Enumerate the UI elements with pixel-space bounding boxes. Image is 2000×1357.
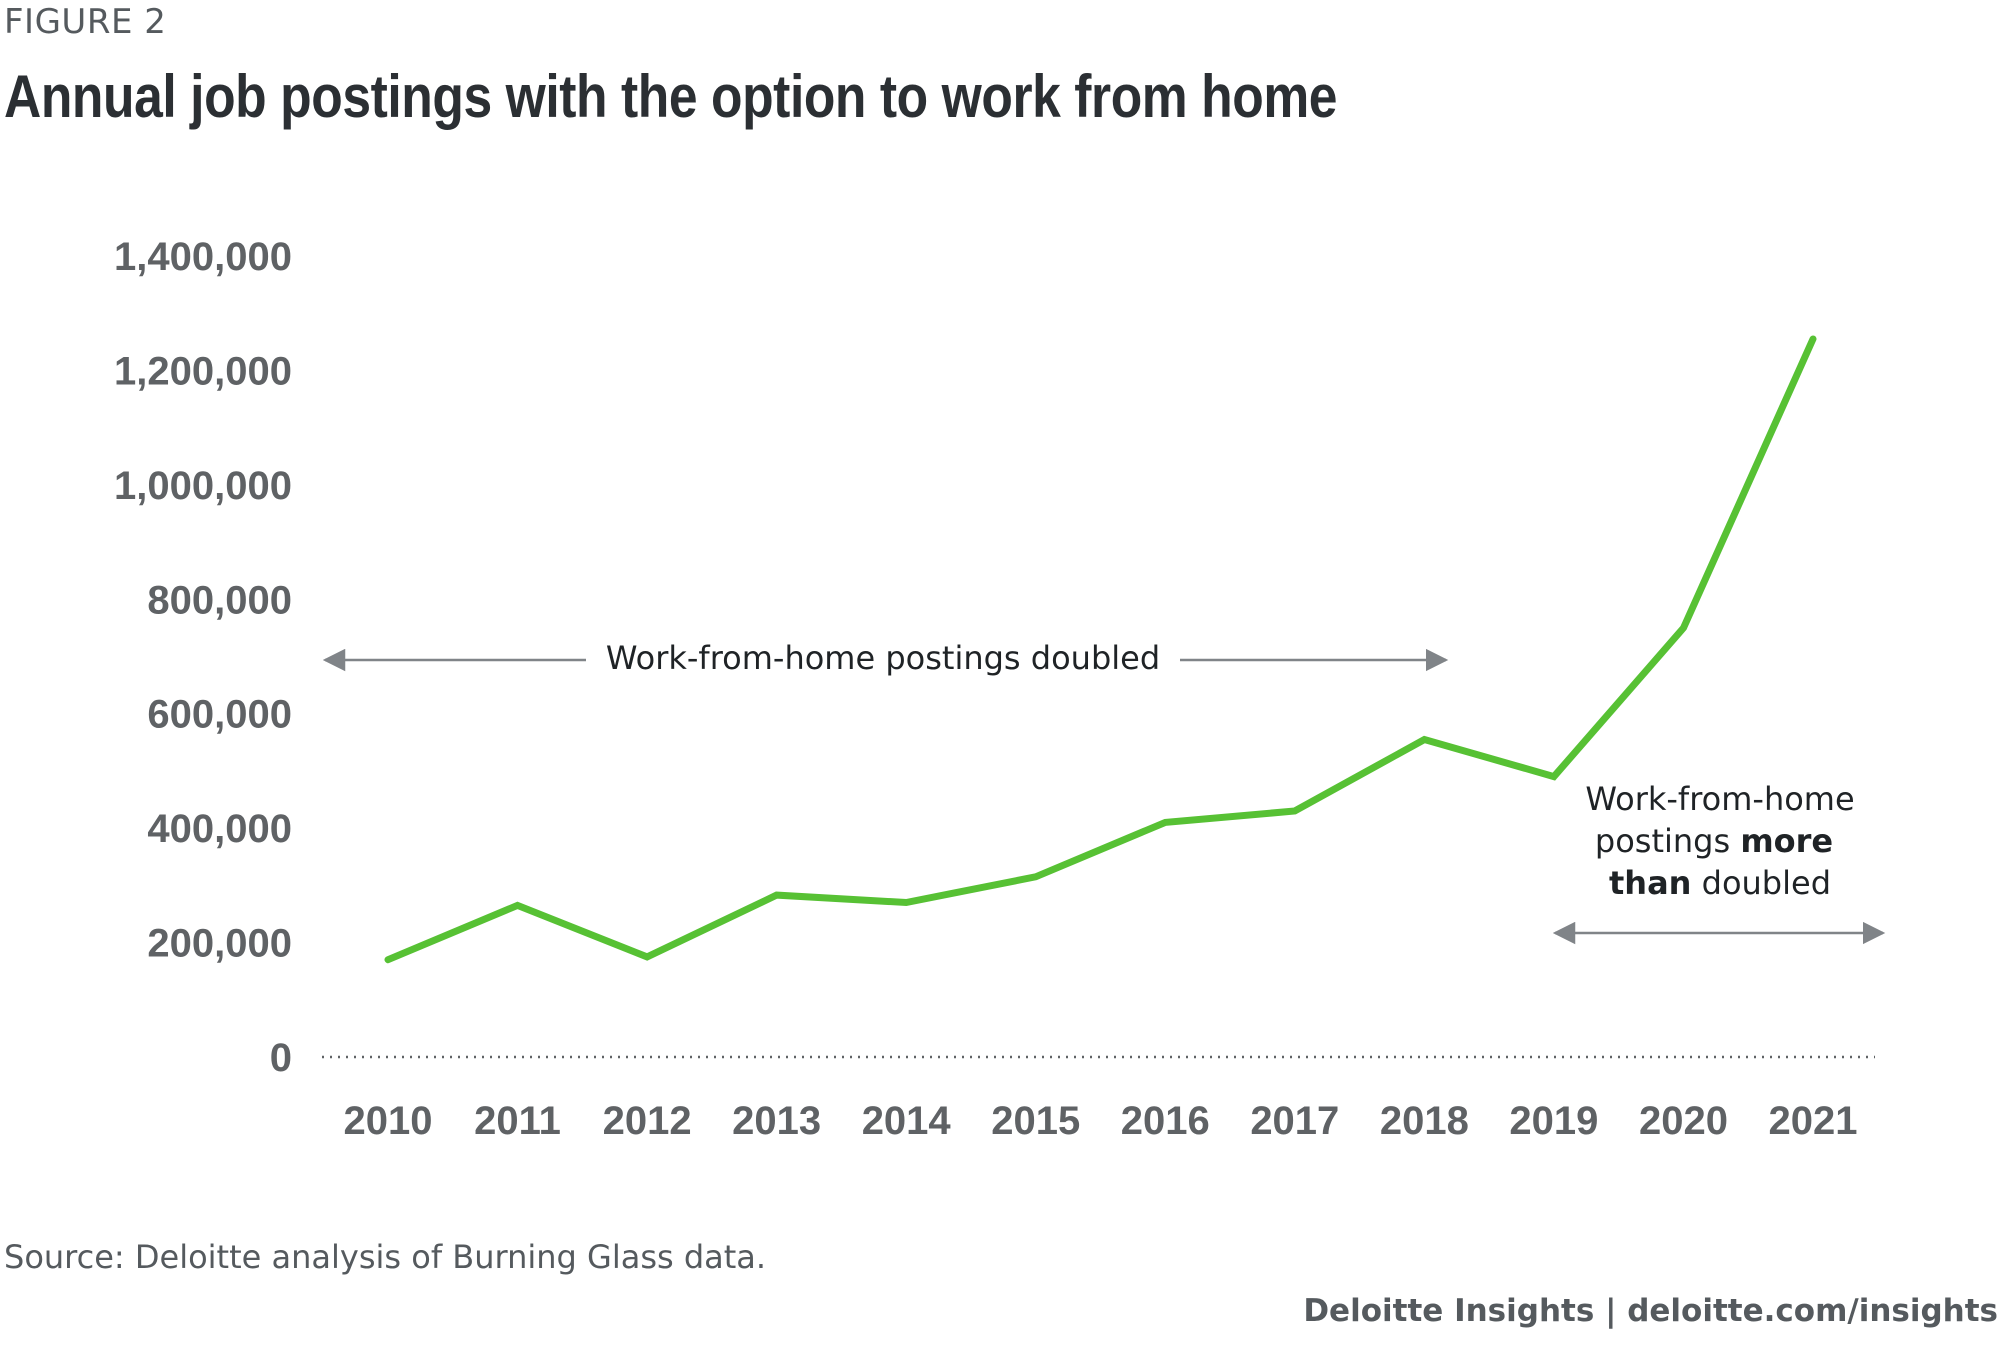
x-tick-label: 2019 xyxy=(1509,1099,1598,1143)
y-tick-label: 0 xyxy=(270,1036,292,1080)
y-tick-label: 1,000,000 xyxy=(114,464,292,508)
y-tick-label: 1,200,000 xyxy=(114,349,292,393)
x-tick-label: 2021 xyxy=(1769,1099,1858,1143)
x-tick-label: 2017 xyxy=(1250,1099,1339,1143)
annotation-text-than: than xyxy=(1609,864,1691,902)
series-line xyxy=(384,335,1817,964)
annotation-more-than-doubled-line1: Work-from-home xyxy=(1585,780,1854,818)
x-tick-label: 2014 xyxy=(862,1099,952,1143)
annotation-more-than-doubled-line2: postings more xyxy=(1595,822,1833,860)
annotation-text-more: more xyxy=(1740,822,1833,860)
y-tick-label: 800,000 xyxy=(147,578,292,622)
annotation-doubled: Work-from-home postings doubled xyxy=(606,639,1160,677)
publisher-credit: Deloitte Insights | deloitte.com/insight… xyxy=(1303,1293,1998,1329)
annotation-text-doubled: doubled xyxy=(1691,864,1831,902)
y-tick-label: 400,000 xyxy=(147,807,292,851)
x-tick-label: 2018 xyxy=(1380,1099,1469,1143)
y-tick-label: 1,400,000 xyxy=(114,235,292,279)
x-tick-label: 2012 xyxy=(603,1099,692,1143)
y-axis-ticks: 0 200,000 400,000 600,000 800,000 1,000,000 1,… xyxy=(114,235,292,1080)
figure-label: FIGURE 2 xyxy=(4,2,167,42)
y-tick-label: 600,000 xyxy=(147,693,292,737)
x-tick-label: 2016 xyxy=(1121,1099,1210,1143)
annotation-more-than-doubled-line3: than doubled xyxy=(1609,864,1831,902)
x-axis-ticks: 2010 2011 2012 2013 2014 2015 2016 2017 2018 2019… xyxy=(344,1099,1858,1143)
x-tick-label: 2020 xyxy=(1639,1099,1728,1143)
x-tick-label: 2011 xyxy=(474,1099,561,1143)
x-tick-label: 2010 xyxy=(344,1099,433,1143)
source-note: Source: Deloitte analysis of Burning Gla… xyxy=(4,1238,767,1276)
chart-title: Annual job postings with the option to w… xyxy=(4,63,1338,130)
annotation-text-postings: postings xyxy=(1595,822,1740,860)
y-tick-label: 200,000 xyxy=(147,922,292,966)
x-tick-label: 2015 xyxy=(991,1099,1080,1143)
x-tick-label: 2013 xyxy=(732,1099,821,1143)
